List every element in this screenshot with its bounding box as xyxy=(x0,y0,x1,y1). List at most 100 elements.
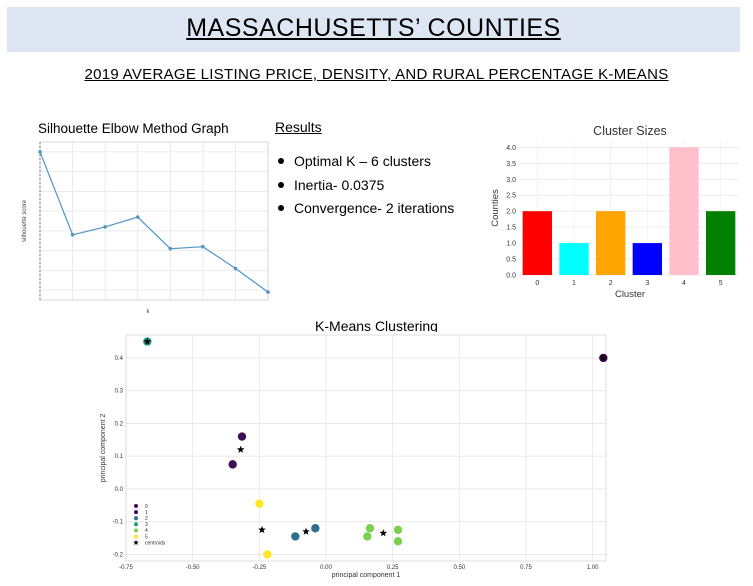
centroid-marker xyxy=(379,529,388,537)
centroid-marker xyxy=(236,445,245,453)
data-point xyxy=(168,246,173,251)
y-tick-label: 4.0 xyxy=(506,145,516,152)
results-item-text: Optimal K – 6 clusters xyxy=(294,153,431,169)
x-tick-label: 1 xyxy=(572,280,576,287)
data-point xyxy=(70,233,75,237)
y-tick-label: 2.0 xyxy=(506,209,516,216)
title-banner: MASSACHUSETTS’ COUNTIES xyxy=(7,7,740,52)
results-item: Convergence- 2 iterations xyxy=(278,197,454,221)
bullet-icon xyxy=(278,205,284,212)
chart-background xyxy=(20,138,272,316)
x-tick-label: 5 xyxy=(719,280,723,287)
chart-background xyxy=(96,332,618,582)
y-tick-label: 1.5 xyxy=(506,225,516,232)
x-tick-label: -0.50 xyxy=(186,565,200,571)
y-axis-label: silhouette score xyxy=(22,199,28,242)
y-tick-label: 0.5 xyxy=(506,257,516,264)
centroid-marker xyxy=(143,337,152,345)
bar xyxy=(559,243,589,275)
legend-label: 2 xyxy=(145,516,148,522)
cluster-point xyxy=(363,532,372,541)
cluster-point xyxy=(291,532,300,541)
page-subtitle: 2019 AVERAGE LISTING PRICE, DENSITY, AND… xyxy=(84,66,669,83)
x-tick-label: -0.75 xyxy=(119,565,133,571)
results-heading: Results xyxy=(275,119,322,135)
x-tick-label: 0.00 xyxy=(320,565,332,571)
x-tick-label: 0.50 xyxy=(453,565,465,571)
data-point xyxy=(266,290,270,294)
legend-swatch xyxy=(134,510,138,515)
centroid-marker xyxy=(302,527,310,535)
y-tick-label: -0.2 xyxy=(113,552,124,558)
data-point xyxy=(103,225,107,229)
results-item-text: Convergence- 2 iterations xyxy=(294,200,455,216)
results-item-text: Inertia- 0.0375 xyxy=(294,176,385,193)
x-axis-label: principal component 1 xyxy=(332,572,401,579)
x-axis-label: Cluster xyxy=(615,289,645,300)
page-title: MASSACHUSETTS’ COUNTIES xyxy=(186,14,561,42)
y-axis-label: principal component 2 xyxy=(100,414,107,483)
y-tick-label: 0.2 xyxy=(115,421,124,427)
legend-label: centroids xyxy=(145,540,166,546)
legend-swatch xyxy=(134,534,138,539)
x-tick-label: 0.25 xyxy=(387,565,399,571)
kmeans-chart-title: K-Means Clustering xyxy=(315,318,438,334)
bar xyxy=(706,211,736,275)
cluster-point xyxy=(311,524,320,533)
data-point xyxy=(38,150,42,154)
cluster-point xyxy=(263,550,272,559)
y-tick-label: 0.0 xyxy=(506,273,516,280)
cluster-point xyxy=(228,460,237,469)
legend-swatch xyxy=(134,516,138,521)
silhouette-chart-title: Silhouette Elbow Method Graph xyxy=(38,121,229,136)
x-tick-label: -0.25 xyxy=(252,565,266,571)
y-tick-label: -0.1 xyxy=(113,520,124,526)
cluster-sizes-chart: Cluster Sizes 0.0 0.5 1.0 1.5 2.0 2.5 3.0 3.5 4.0… xyxy=(487,121,744,301)
series-line xyxy=(39,151,269,293)
data-point xyxy=(135,215,140,219)
y-tick-label: 0.4 xyxy=(115,356,124,362)
x-tick-label: 1.00 xyxy=(587,565,599,571)
results-item: Optimal K – 6 clusters xyxy=(278,150,454,174)
x-tick-label: 4 xyxy=(682,280,686,287)
bar xyxy=(669,147,699,275)
x-tick-label: 2 xyxy=(609,280,613,287)
cluster-point xyxy=(393,537,403,546)
cluster-point xyxy=(255,499,264,508)
y-tick-label: 1.0 xyxy=(506,241,516,248)
plot-frame xyxy=(125,334,607,562)
x-axis-label: k xyxy=(147,309,151,315)
kmeans-scatter-chart: -0.75 -0.50 -0.25 0.00 0.25 0.50 0.75 1.00-0.2-… xyxy=(96,332,618,582)
y-tick-label: 0.1 xyxy=(115,454,124,460)
centroid-marker xyxy=(599,353,608,362)
x-tick-label: 3 xyxy=(645,280,649,287)
y-tick-label: 0.3 xyxy=(115,389,124,395)
legend-swatch xyxy=(133,539,139,545)
legend-label: 0 xyxy=(145,504,148,510)
bar xyxy=(522,211,552,275)
x-tick-label: 0 xyxy=(535,280,539,287)
data-point xyxy=(233,266,238,271)
y-tick-label: 0.0 xyxy=(115,487,124,493)
legend-label: 5 xyxy=(145,534,148,540)
results-list: Optimal K – 6 clusters Inertia- 0.0375 C… xyxy=(278,150,454,221)
silhouette-chart: k silhouette score xyxy=(20,138,272,316)
y-tick-label: 3.0 xyxy=(506,177,516,184)
legend-swatch xyxy=(134,528,138,533)
y-tick-label: 3.5 xyxy=(506,161,516,168)
cluster-point xyxy=(237,432,247,441)
bar xyxy=(632,243,662,275)
bar xyxy=(596,211,626,275)
legend-swatch xyxy=(134,504,138,508)
chart-title: Cluster Sizes xyxy=(593,124,667,138)
legend-label: 1 xyxy=(145,510,148,516)
results-item: Inertia- 0.0375 xyxy=(278,174,454,198)
legend-label: 4 xyxy=(145,528,148,534)
centroid-marker xyxy=(258,525,266,534)
plot-frame xyxy=(39,141,269,301)
x-tick-label: 0.75 xyxy=(520,565,532,571)
y-tick-label: 2.5 xyxy=(506,193,516,200)
bullet-icon xyxy=(278,158,284,165)
cluster-point xyxy=(365,524,375,533)
legend-swatch xyxy=(134,522,138,527)
